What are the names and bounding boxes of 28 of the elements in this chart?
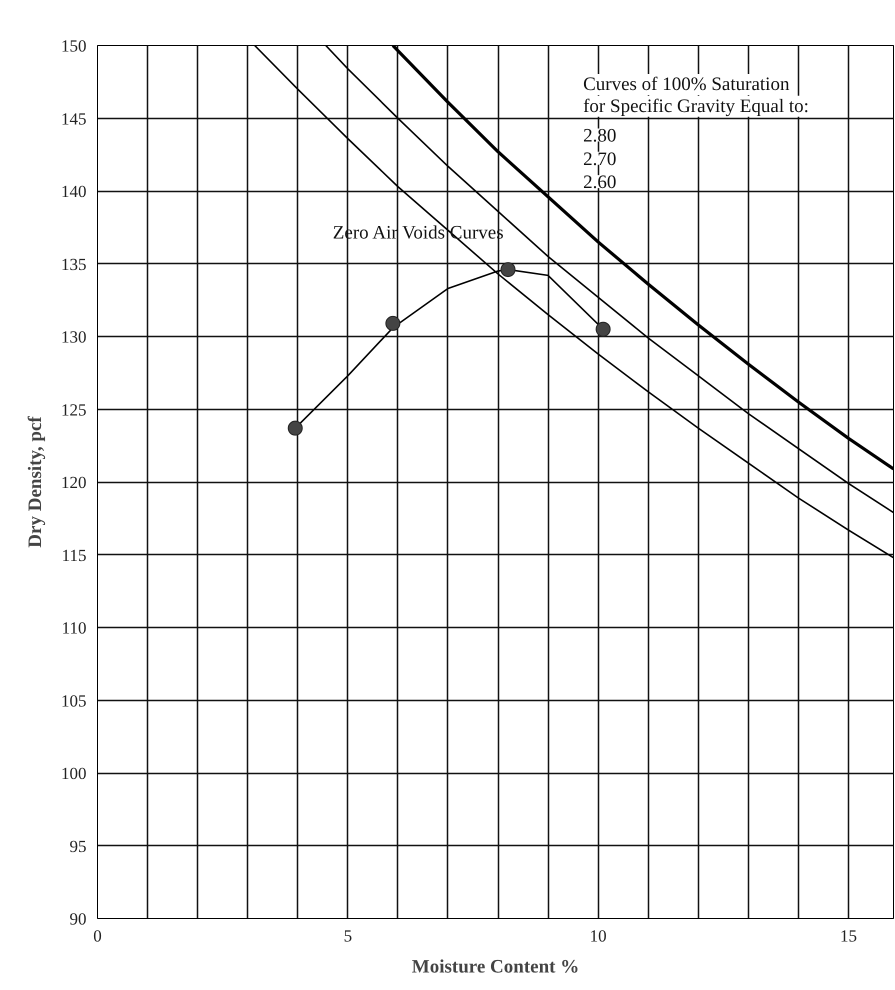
x-tick-label: 15	[840, 926, 857, 946]
x-axis-title: Moisture Content %	[412, 956, 580, 978]
point	[500, 262, 516, 278]
annotation: 2.60	[583, 172, 616, 194]
y-tick-label: 110	[62, 618, 87, 638]
x-tick-label: 5	[344, 926, 352, 946]
y-tick-label: 125	[61, 400, 86, 420]
y-tick-label: 145	[61, 109, 86, 128]
y-tick-label: 105	[61, 691, 86, 710]
y-tick-label: 90	[70, 910, 86, 928]
y-tick-label: 150	[61, 36, 86, 56]
annotation: 2.80	[583, 126, 616, 147]
point	[596, 322, 611, 337]
y-tick-label: 135	[61, 254, 86, 274]
annotation: Curves of 100% Saturation	[583, 74, 790, 95]
y-tick-label: 130	[61, 328, 86, 346]
annotation: for Specific Gravity Equal to:	[583, 96, 809, 117]
y-tick-label: 115	[62, 546, 87, 565]
point	[288, 420, 303, 436]
annotation: 2.70	[583, 148, 616, 170]
x-tick-label: 10	[590, 926, 607, 946]
y-tick-label: 120	[61, 473, 86, 492]
y-tick-label: 100	[61, 764, 86, 783]
y-tick-label: 140	[61, 182, 86, 201]
x-tick-label: 0	[93, 926, 102, 946]
y-tick-label: 95	[70, 836, 86, 856]
y-axis-title: Dry Density, pcf	[25, 416, 46, 548]
point	[385, 316, 400, 331]
